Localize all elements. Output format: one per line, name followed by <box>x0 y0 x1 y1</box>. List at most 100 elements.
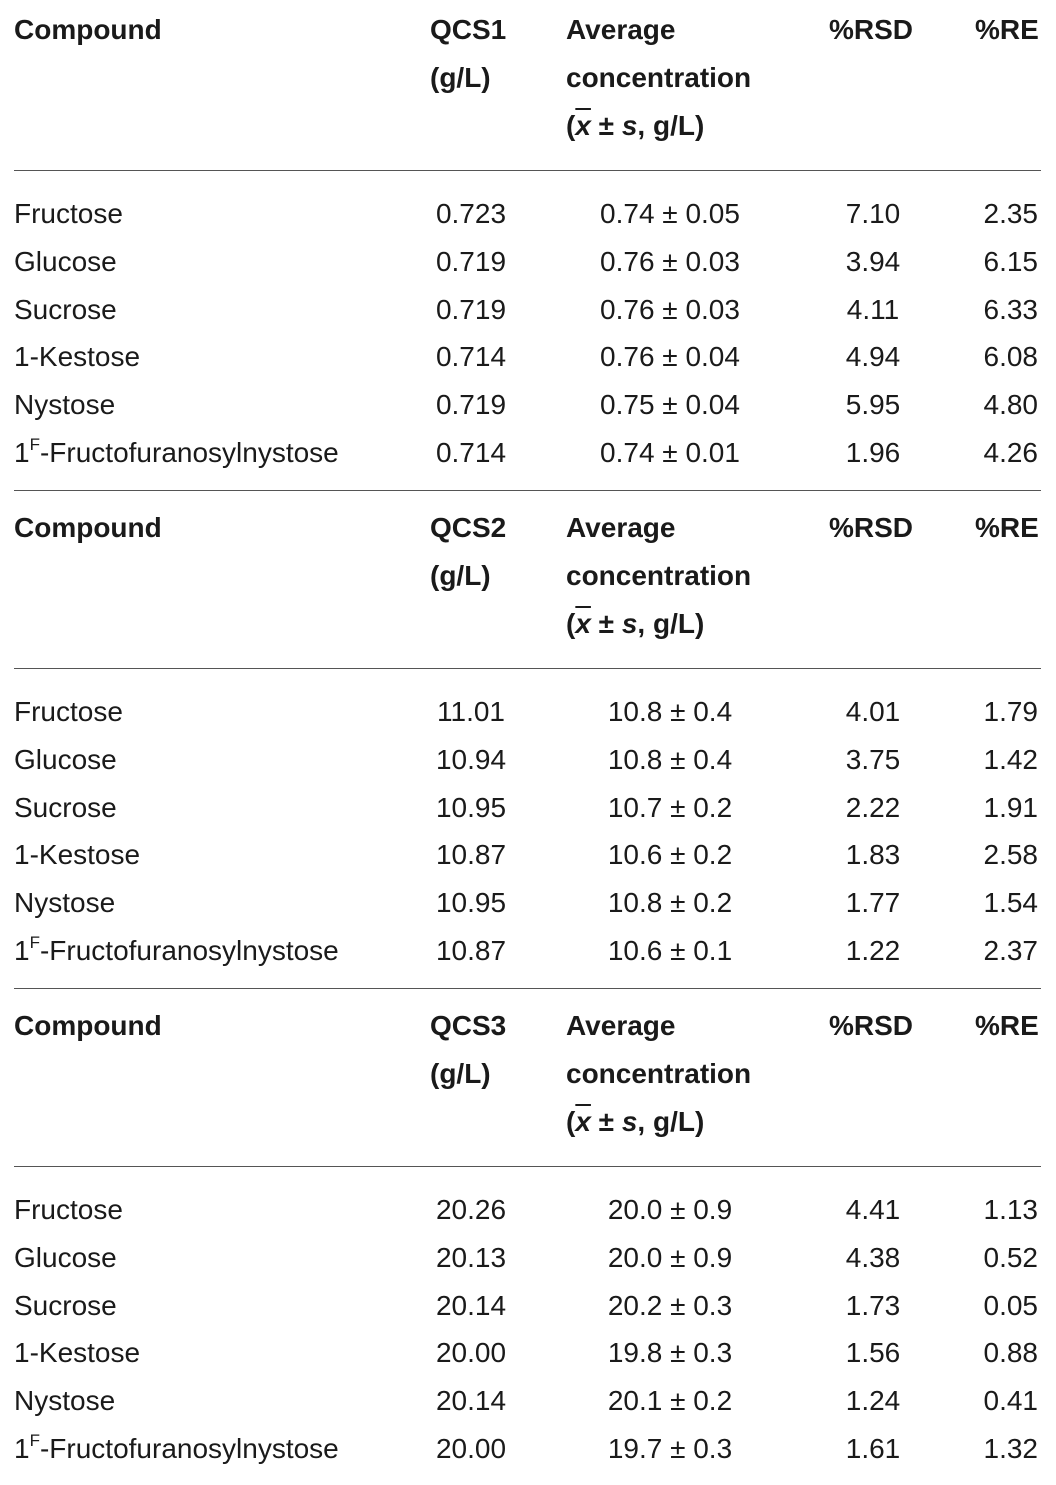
header-average-concentration: Average concentration (x ± s, g/L) <box>566 1002 751 1146</box>
header-qcs-unit: (g/L) <box>430 552 532 600</box>
qcs-value: 20.00 <box>420 1329 522 1377</box>
qcs-value: 10.87 <box>420 831 522 879</box>
compound-name: Sucrose <box>14 784 117 832</box>
header-average-line3: (x ± s, g/L) <box>566 600 751 648</box>
header-average-line1: Average <box>566 504 751 552</box>
average-concentration-value: 0.76 ± 0.04 <box>566 333 774 381</box>
compound-name-base: Fructose <box>14 1194 123 1225</box>
re-value: 1.91 <box>960 784 1038 832</box>
header-qcs: QCS3 (g/L) <box>430 1002 532 1098</box>
header-average-xbar: x <box>575 608 591 639</box>
compound-name-rest: -Fructofuranosylnystose <box>40 935 339 966</box>
header-average-open: ( <box>566 1106 575 1137</box>
rsd-value: 2.22 <box>820 784 926 832</box>
header-average-line2: concentration <box>566 552 751 600</box>
header-average-open: ( <box>566 608 575 639</box>
qcs-value: 0.719 <box>420 381 522 429</box>
header-rsd: %RSD <box>829 6 913 54</box>
header-average-xbar: x <box>575 110 591 141</box>
rsd-value: 4.01 <box>820 688 926 736</box>
average-concentration-value: 0.75 ± 0.04 <box>566 381 774 429</box>
rsd-value: 1.24 <box>820 1377 926 1425</box>
header-average-xbar: x <box>575 1106 591 1137</box>
header-divider <box>14 1166 1041 1167</box>
header-average-close: , g/L) <box>637 1106 704 1137</box>
header-average-pm: ± <box>591 608 622 639</box>
compound-name-base: Fructose <box>14 696 123 727</box>
header-rsd: %RSD <box>829 1002 913 1050</box>
compound-name-base: Glucose <box>14 744 117 775</box>
compound-name: Glucose <box>14 1234 117 1282</box>
re-value: 1.54 <box>960 879 1038 927</box>
re-value: 1.42 <box>960 736 1038 784</box>
header-qcs-name: QCS3 <box>430 1002 532 1050</box>
compound-name-base: Nystose <box>14 389 115 420</box>
rsd-value: 1.61 <box>820 1425 926 1473</box>
compound-name-base: Glucose <box>14 1242 117 1273</box>
header-re: %RE <box>975 6 1039 54</box>
compound-name: Glucose <box>14 238 117 286</box>
compound-name-base: Nystose <box>14 1385 115 1416</box>
rsd-value: 1.77 <box>820 879 926 927</box>
qcs-value: 0.719 <box>420 286 522 334</box>
header-average-concentration: Average concentration (x ± s, g/L) <box>566 504 751 648</box>
header-average-s: s <box>622 110 638 141</box>
re-value: 2.37 <box>960 927 1038 975</box>
average-concentration-value: 19.7 ± 0.3 <box>566 1425 774 1473</box>
header-average-line1: Average <box>566 6 751 54</box>
rsd-value: 1.22 <box>820 927 926 975</box>
compound-name-base: Nystose <box>14 887 115 918</box>
average-concentration-value: 20.0 ± 0.9 <box>566 1186 774 1234</box>
compound-name-base: Sucrose <box>14 1290 117 1321</box>
qcs-value: 10.87 <box>420 927 522 975</box>
qcs-value: 11.01 <box>420 688 522 736</box>
compound-name-base: Fructose <box>14 198 123 229</box>
rsd-value: 5.95 <box>820 381 926 429</box>
header-average-line3: (x ± s, g/L) <box>566 102 751 150</box>
re-value: 2.35 <box>960 190 1038 238</box>
header-average-concentration: Average concentration (x ± s, g/L) <box>566 6 751 150</box>
qcs-value: 0.714 <box>420 429 522 477</box>
compound-name-base: 1 <box>14 935 30 966</box>
rsd-value: 4.41 <box>820 1186 926 1234</box>
header-compound: Compound <box>14 1002 162 1050</box>
compound-name: 1F-Fructofuranosylnystose <box>14 1425 339 1473</box>
compound-name: Glucose <box>14 736 117 784</box>
header-re: %RE <box>975 504 1039 552</box>
re-value: 0.41 <box>960 1377 1038 1425</box>
compound-name-base: Sucrose <box>14 792 117 823</box>
compound-name-base: 1 <box>14 437 30 468</box>
rsd-value: 4.94 <box>820 333 926 381</box>
header-qcs: QCS2 (g/L) <box>430 504 532 600</box>
header-average-close: , g/L) <box>637 110 704 141</box>
compound-name-superscript: F <box>30 435 40 454</box>
header-average-line2: concentration <box>566 1050 751 1098</box>
compound-name: Nystose <box>14 1377 115 1425</box>
compound-name-base: Glucose <box>14 246 117 277</box>
rsd-value: 1.73 <box>820 1282 926 1330</box>
header-average-line3: (x ± s, g/L) <box>566 1098 751 1146</box>
compound-name: 1F-Fructofuranosylnystose <box>14 429 339 477</box>
section-divider <box>14 490 1041 491</box>
qcs-value: 20.26 <box>420 1186 522 1234</box>
header-divider <box>14 668 1041 669</box>
compound-name: Fructose <box>14 190 123 238</box>
header-average-s: s <box>622 1106 638 1137</box>
re-value: 1.79 <box>960 688 1038 736</box>
average-concentration-value: 10.7 ± 0.2 <box>566 784 774 832</box>
compound-name-base: 1-Kestose <box>14 839 140 870</box>
compound-name-base: 1-Kestose <box>14 341 140 372</box>
header-average-pm: ± <box>591 1106 622 1137</box>
compound-name-base: 1 <box>14 1433 30 1464</box>
header-compound: Compound <box>14 6 162 54</box>
average-concentration-value: 20.1 ± 0.2 <box>566 1377 774 1425</box>
qcs-value: 10.95 <box>420 879 522 927</box>
rsd-value: 1.56 <box>820 1329 926 1377</box>
qcs-value: 20.14 <box>420 1282 522 1330</box>
re-value: 2.58 <box>960 831 1038 879</box>
re-value: 6.15 <box>960 238 1038 286</box>
rsd-value: 3.94 <box>820 238 926 286</box>
re-value: 6.08 <box>960 333 1038 381</box>
average-concentration-value: 10.6 ± 0.2 <box>566 831 774 879</box>
compound-name: 1F-Fructofuranosylnystose <box>14 927 339 975</box>
